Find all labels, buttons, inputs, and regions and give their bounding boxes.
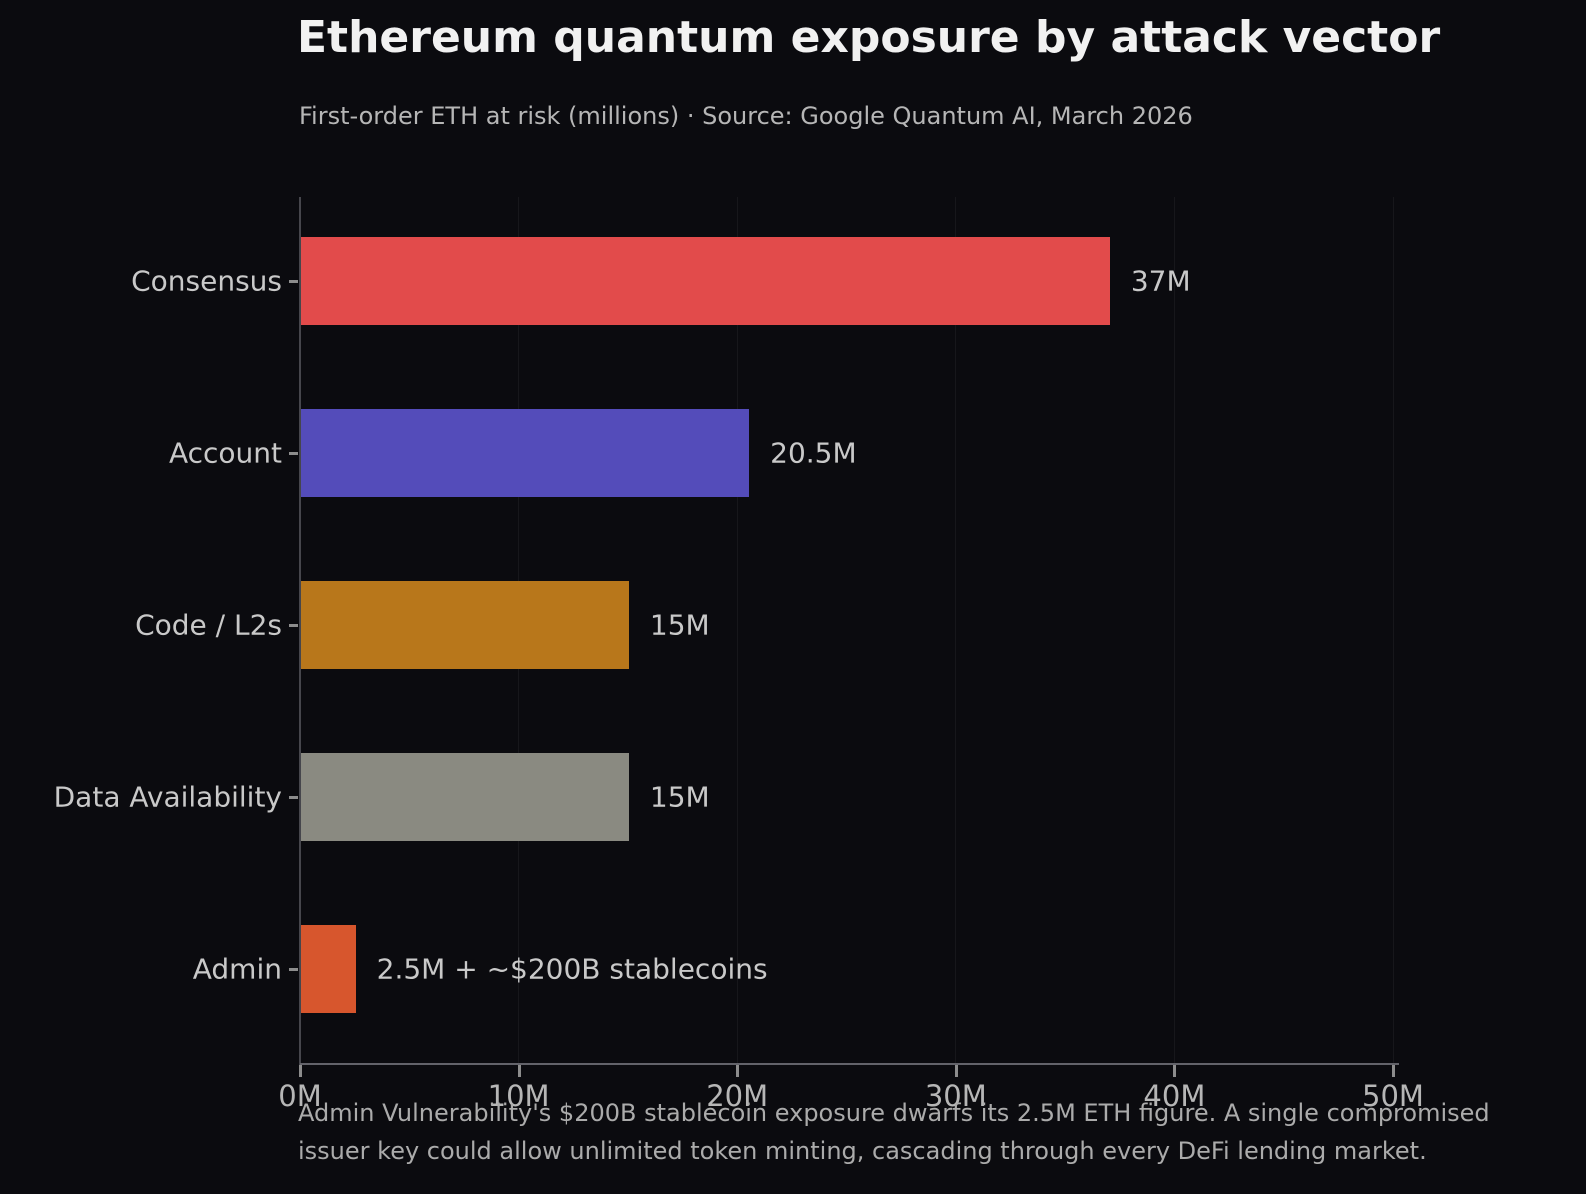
value-label-2: 15M [649,608,710,642]
x-tick-label-30M: 30M [924,1079,987,1113]
y-axis-line [299,197,301,1065]
value-label-4: 2.5M + ~$200B stablecoins [376,952,768,986]
gridline-x-20 [736,197,738,1063]
chart-footnote: Admin Vulnerability's $200B stablecoin e… [298,1094,1490,1170]
x-tick-0M [299,1065,302,1077]
category-label-4: Admin [192,952,282,986]
y-tick-1 [289,451,298,455]
y-tick-0 [289,279,298,283]
chart-title: Ethereum quantum exposure by attack vect… [297,12,1441,63]
y-tick-3 [289,795,298,799]
category-label-1: Account [168,436,282,470]
chart-subtitle: First-order ETH at risk (millions) · Sou… [299,102,1193,130]
x-tick-label-0M: 0M [278,1079,322,1113]
x-tick-20M [736,1065,740,1077]
x-tick-30M [954,1065,958,1077]
x-tick-label-20M: 20M [706,1079,769,1113]
x-axis-line [300,1063,1399,1065]
x-tick-label-10M: 10M [487,1079,550,1113]
x-tick-40M [1173,1065,1177,1077]
category-label-2: Code / L2s [135,608,282,642]
bar-1 [301,409,750,497]
category-label-3: Data Availability [53,780,282,814]
x-tick-label-50M: 50M [1362,1079,1424,1113]
x-tick-50M [1392,1065,1395,1077]
x-tick-10M [517,1065,521,1077]
y-tick-2 [289,623,298,627]
bar-4 [301,925,356,1013]
category-label-0: Consensus [131,264,282,298]
bar-3 [301,753,629,841]
value-label-1: 20.5M [770,436,857,470]
bar-2 [301,581,629,669]
y-tick-4 [289,967,298,971]
gridline-x-50 [1392,197,1394,1063]
gridline-x-40 [1173,197,1175,1063]
value-label-0: 37M [1130,264,1191,298]
gridline-x-30 [955,197,957,1063]
x-tick-label-40M: 40M [1143,1079,1206,1113]
bar-0 [301,237,1110,325]
footnote-line-2: issuer key could allow unlimited token m… [298,1137,1427,1165]
footnote-line-1: Admin Vulnerability's $200B stablecoin e… [298,1099,1490,1127]
value-label-3: 15M [649,780,710,814]
